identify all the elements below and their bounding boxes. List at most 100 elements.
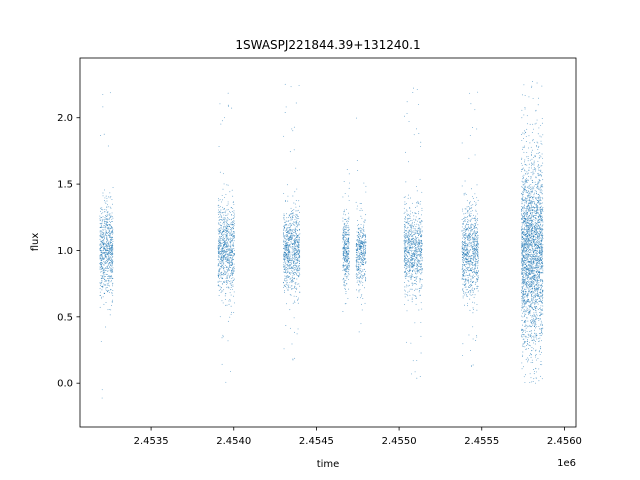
data-point bbox=[468, 263, 470, 265]
data-point bbox=[112, 259, 114, 261]
data-point bbox=[470, 262, 472, 264]
data-point bbox=[228, 262, 230, 264]
data-point bbox=[465, 270, 467, 272]
data-point bbox=[468, 252, 470, 254]
data-point bbox=[364, 262, 366, 263]
data-point bbox=[465, 240, 466, 242]
data-point bbox=[412, 266, 414, 268]
data-point bbox=[345, 247, 347, 249]
data-point bbox=[286, 253, 287, 255]
data-point bbox=[224, 273, 225, 275]
data-point bbox=[283, 286, 285, 288]
data-point bbox=[105, 248, 107, 250]
data-point bbox=[226, 222, 227, 224]
data-point bbox=[104, 217, 106, 219]
data-point bbox=[226, 249, 228, 251]
data-point bbox=[405, 181, 407, 183]
data-point bbox=[343, 245, 345, 247]
data-point bbox=[99, 231, 101, 233]
data-point bbox=[298, 234, 300, 236]
data-point bbox=[295, 245, 297, 247]
data-point bbox=[530, 283, 532, 285]
data-point bbox=[359, 243, 361, 245]
data-point bbox=[230, 230, 232, 232]
data-point bbox=[361, 217, 363, 219]
data-point bbox=[290, 241, 292, 242]
data-point bbox=[357, 264, 359, 266]
data-point bbox=[294, 239, 296, 241]
data-point bbox=[217, 229, 219, 231]
data-point bbox=[100, 213, 102, 215]
data-point bbox=[228, 241, 230, 243]
data-point bbox=[462, 251, 464, 253]
data-point bbox=[461, 245, 463, 247]
data-point bbox=[468, 255, 470, 257]
data-point bbox=[228, 239, 230, 241]
data-point bbox=[472, 204, 474, 206]
data-point bbox=[357, 252, 359, 254]
data-point bbox=[413, 262, 415, 264]
data-point bbox=[471, 246, 473, 247]
data-point bbox=[283, 241, 285, 243]
data-point bbox=[110, 289, 112, 291]
data-point bbox=[296, 214, 298, 216]
data-point bbox=[100, 251, 102, 253]
data-point bbox=[297, 271, 299, 273]
data-point bbox=[283, 285, 285, 287]
data-point bbox=[342, 236, 344, 238]
data-point bbox=[99, 256, 101, 258]
data-point bbox=[343, 280, 345, 282]
data-point bbox=[345, 265, 347, 267]
data-point bbox=[404, 286, 406, 288]
data-point bbox=[416, 254, 418, 256]
data-point bbox=[110, 262, 112, 264]
data-point bbox=[106, 243, 108, 244]
data-point bbox=[472, 237, 474, 239]
data-point bbox=[292, 276, 294, 278]
data-point bbox=[224, 267, 226, 269]
data-point bbox=[232, 277, 234, 279]
data-point bbox=[296, 274, 298, 276]
data-point bbox=[415, 233, 417, 235]
data-point bbox=[231, 229, 233, 231]
data-point bbox=[225, 252, 227, 254]
data-point bbox=[295, 244, 297, 246]
data-point bbox=[229, 267, 231, 269]
data-point bbox=[292, 249, 294, 251]
data-point bbox=[288, 238, 290, 240]
data-point bbox=[529, 290, 531, 292]
data-point bbox=[363, 253, 365, 255]
data-point bbox=[411, 301, 413, 303]
data-point bbox=[295, 273, 297, 274]
data-point bbox=[107, 266, 109, 268]
data-point bbox=[476, 249, 477, 251]
data-point bbox=[287, 227, 289, 229]
data-point bbox=[292, 243, 294, 245]
data-point bbox=[406, 252, 408, 254]
data-point bbox=[111, 270, 113, 272]
data-point bbox=[469, 236, 471, 238]
data-point bbox=[111, 216, 113, 218]
data-point bbox=[224, 244, 226, 246]
data-point bbox=[105, 260, 107, 262]
data-point bbox=[474, 288, 475, 290]
data-point bbox=[475, 263, 477, 265]
data-point bbox=[218, 278, 220, 280]
data-point bbox=[472, 309, 474, 310]
data-point bbox=[285, 268, 287, 270]
data-point bbox=[293, 260, 295, 262]
data-point bbox=[222, 208, 224, 210]
data-point bbox=[284, 267, 286, 269]
data-point bbox=[414, 234, 416, 235]
data-point bbox=[102, 263, 104, 265]
data-point bbox=[295, 206, 297, 208]
data-point bbox=[100, 249, 102, 251]
data-point bbox=[100, 235, 102, 237]
data-point bbox=[99, 244, 101, 246]
data-point bbox=[285, 262, 287, 264]
data-point bbox=[224, 253, 226, 255]
data-point bbox=[417, 220, 419, 222]
data-point bbox=[99, 236, 101, 238]
data-point bbox=[221, 228, 223, 230]
data-point bbox=[406, 253, 408, 255]
